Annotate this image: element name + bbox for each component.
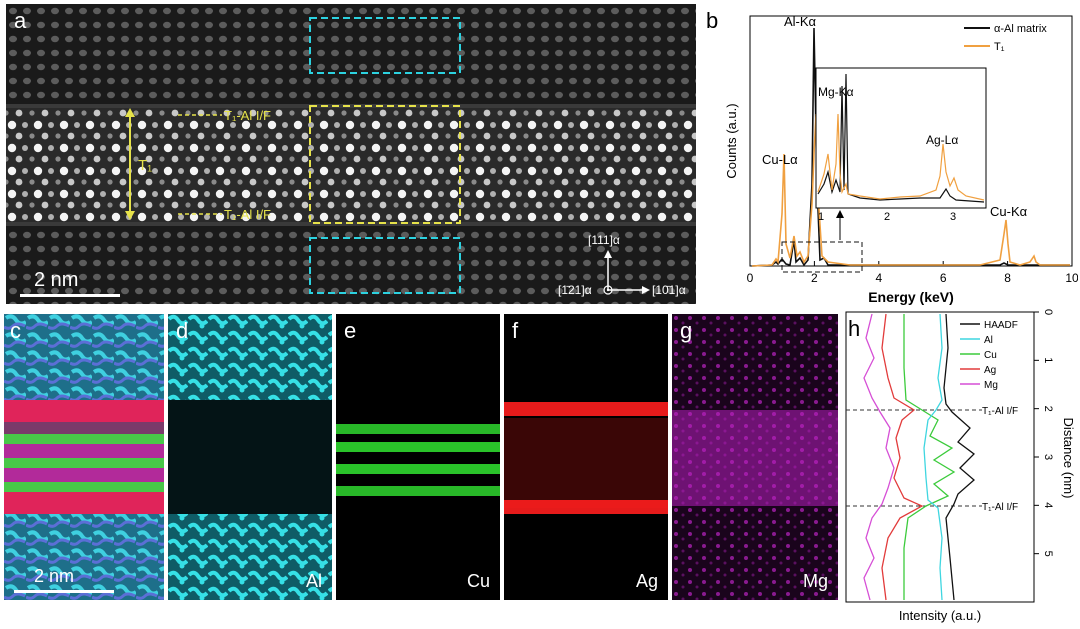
scale-bar-a [20,294,120,297]
panel-label-c: c [10,318,21,343]
legend-entry: Cu [984,350,997,361]
legend-entry: Al [984,335,993,346]
xtick-label: 4 [875,271,882,285]
legend-entry: HAADF [984,320,1018,331]
xtick-label: 8 [1004,271,1011,285]
axis-left-label: [1̄21]α [558,283,592,297]
profile-mg [863,313,895,601]
panel-label-f: f [512,318,519,343]
if-label-top: T₁-Al I/F [982,406,1018,417]
panel-label-a: a [14,8,27,33]
element-label-ag: Ag [635,571,658,591]
panel-d-al-map: d Al [168,314,332,600]
xtick-label: 10 [1065,271,1078,285]
series-t1 [751,113,1070,267]
element-label-al: Al [305,571,322,591]
chart-h-legend: HAADF Al Cu Ag Mg [960,320,1018,391]
profile-haadf [943,313,975,601]
chart-b-legend: α-Al matrix T₁ [964,23,1047,53]
chart-b-ylabel: Counts (a.u.) [724,103,739,178]
legend-entry: Ag [984,365,996,376]
ytick-label: 0 [1042,309,1054,315]
yellow-box [309,105,461,224]
peak-label-al: Al-Kα [784,14,817,29]
ytick-label: 1 [1042,357,1054,363]
inset-peak-ag: Ag-Lα [926,133,958,147]
eds-chart: b 0 2 4 6 8 10 Energy (keV) Counts (a.u.) 1 2… [706,8,1078,305]
svg-text:2: 2 [884,211,890,223]
chart-b-frame [749,15,1073,267]
panel-b-eds-spectrum: b 0 2 4 6 8 10 Energy (keV) Counts (a.u.) 1 2… [700,4,1078,308]
ytick-label: 3 [1042,454,1054,460]
scale-bar-label-c: 2 nm [34,566,74,586]
legend-entry: Mg [984,380,998,391]
chart-h-yticks: 0 1 2 3 4 5 [1034,309,1054,557]
xtick-label: 2 [811,271,818,285]
panel-label-b: b [706,8,718,33]
panel-g-mg-map: g Mg [672,314,838,600]
inset-peak-mg: Mg-Kα [818,85,854,99]
chart-h-xlabel: Intensity (a.u.) [899,608,981,623]
xtick-label: 6 [940,271,947,285]
cyan-box-bottom [309,237,461,294]
legend-al-matrix: α-Al matrix [994,23,1047,35]
profile-chart: h T₁-Al I/F T₁-Al I/F HAADF Al Cu Ag Mg 0 1 2 3… [845,309,1076,623]
panel-label-e: e [344,318,357,343]
chart-b-xlabel: Energy (keV) [868,289,954,305]
chart-h-ylabel: Distance (nm) [1061,418,1076,499]
scale-bar-c [14,590,114,593]
svg-text:3: 3 [950,211,956,223]
panel-c-composite-map: 2 nm c [4,314,164,600]
panel-h-line-profiles: h T₁-Al I/F T₁-Al I/F HAADF Al Cu Ag Mg 0 1 2 3… [842,308,1078,628]
profile-al [923,313,943,601]
profile-ag [881,313,924,601]
peak-label-cu-l: Cu-Lα [762,152,798,167]
panel-label-g: g [680,318,693,343]
series-al-matrix [751,27,1070,267]
haadf-image: T₁-Al I/F T₁-Al I/F T₁ 2 nm [111]α [1̄21… [6,4,696,304]
panel-a-haadf-image: T₁-Al I/F T₁-Al I/F T₁ 2 nm [111]α [1̄21… [6,4,696,304]
ytick-label: 2 [1042,406,1054,412]
axis-right-label: [10̄1]α [652,283,686,297]
cyan-box-top [309,17,461,74]
xtick-label: 0 [747,271,754,285]
panel-f-ag-map: f Ag [504,314,668,600]
tag-t1: T₁ [138,157,152,174]
zoom-box [781,241,863,273]
if-label-bottom: T₁-Al I/F [982,502,1018,513]
panel-label-h: h [848,316,860,341]
element-label-cu: Cu [466,571,490,591]
axis-up-label: [111]α [588,233,620,247]
panel-e-cu-map: e Cu [336,314,500,600]
svg-text:1: 1 [818,211,824,223]
peak-label-cu-k: Cu-Kα [990,204,1028,219]
inset-chart: 1 2 3 Mg-Kα Ag-Lα [815,67,987,223]
profile-cu [903,314,956,600]
element-label-mg: Mg [802,571,828,591]
ytick-label: 4 [1042,502,1054,508]
ytick-label: 5 [1042,551,1054,557]
tag-if-top: T₁-Al I/F [224,108,271,123]
tag-if-bottom: T₁-Al I/F [224,207,271,222]
chart-b-xticks: 0 2 4 6 8 10 [747,261,1078,285]
scale-bar-label-a: 2 nm [34,269,78,291]
panel-label-d: d [176,318,189,343]
legend-t1: T₁ [994,41,1005,53]
